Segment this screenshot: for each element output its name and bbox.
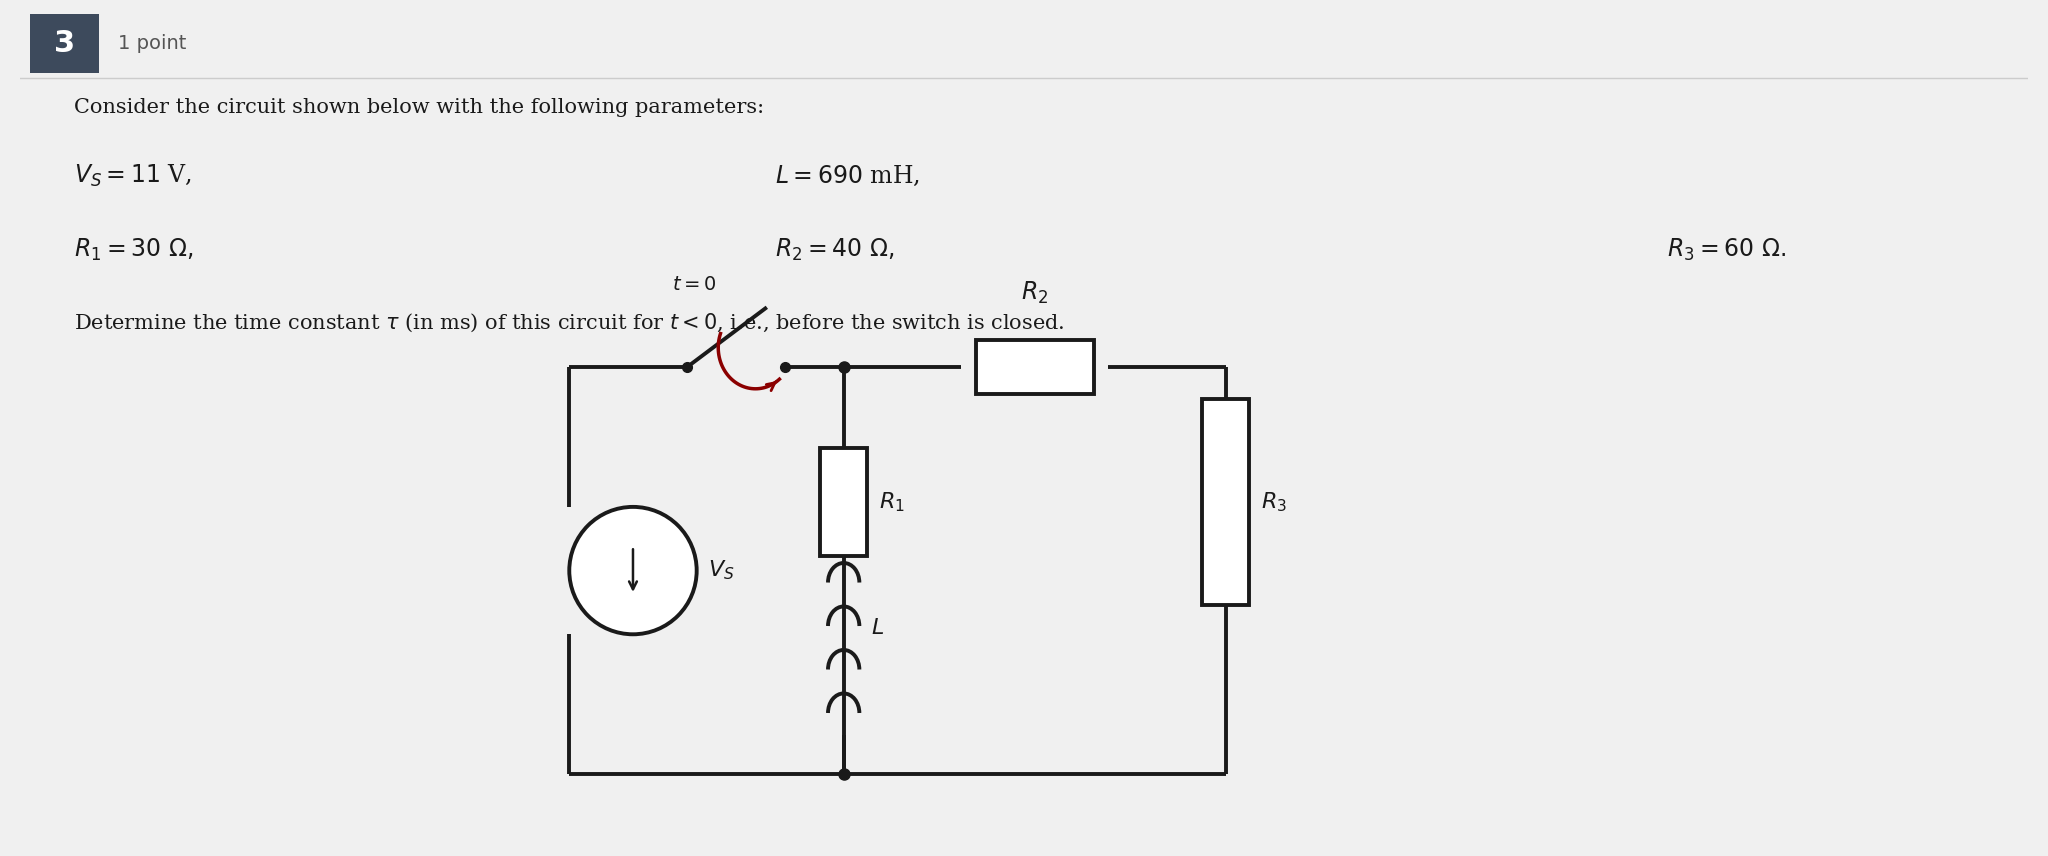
Text: $R_3$: $R_3$ <box>1262 490 1286 514</box>
Text: $V_S$: $V_S$ <box>709 559 735 582</box>
Text: Determine the time constant $\tau$ (in ms) of this circuit for $t < 0$, i.e., be: Determine the time constant $\tau$ (in m… <box>74 312 1065 335</box>
Bar <box>1202 399 1249 605</box>
Text: $R_2 = 40\ \Omega,$: $R_2 = 40\ \Omega,$ <box>774 236 895 263</box>
Text: $R_1 = 30\ \Omega,$: $R_1 = 30\ \Omega,$ <box>74 236 195 263</box>
Text: $L$: $L$ <box>870 617 885 639</box>
Text: 3: 3 <box>53 29 76 58</box>
Text: $R_1$: $R_1$ <box>879 490 905 514</box>
Text: $R_2$: $R_2$ <box>1022 280 1049 306</box>
Bar <box>819 448 866 556</box>
Text: $t = 0$: $t = 0$ <box>672 276 717 294</box>
Text: 1 point: 1 point <box>119 34 186 53</box>
Text: $R_3 = 60\ \Omega.$: $R_3 = 60\ \Omega.$ <box>1667 236 1786 263</box>
FancyBboxPatch shape <box>31 15 98 74</box>
Circle shape <box>569 507 696 634</box>
Text: $V_S = 11$ V,: $V_S = 11$ V, <box>74 163 193 189</box>
Text: $L = 690$ mH,: $L = 690$ mH, <box>774 164 920 188</box>
Text: Consider the circuit shown below with the following parameters:: Consider the circuit shown below with th… <box>74 98 764 117</box>
Bar <box>977 341 1094 395</box>
